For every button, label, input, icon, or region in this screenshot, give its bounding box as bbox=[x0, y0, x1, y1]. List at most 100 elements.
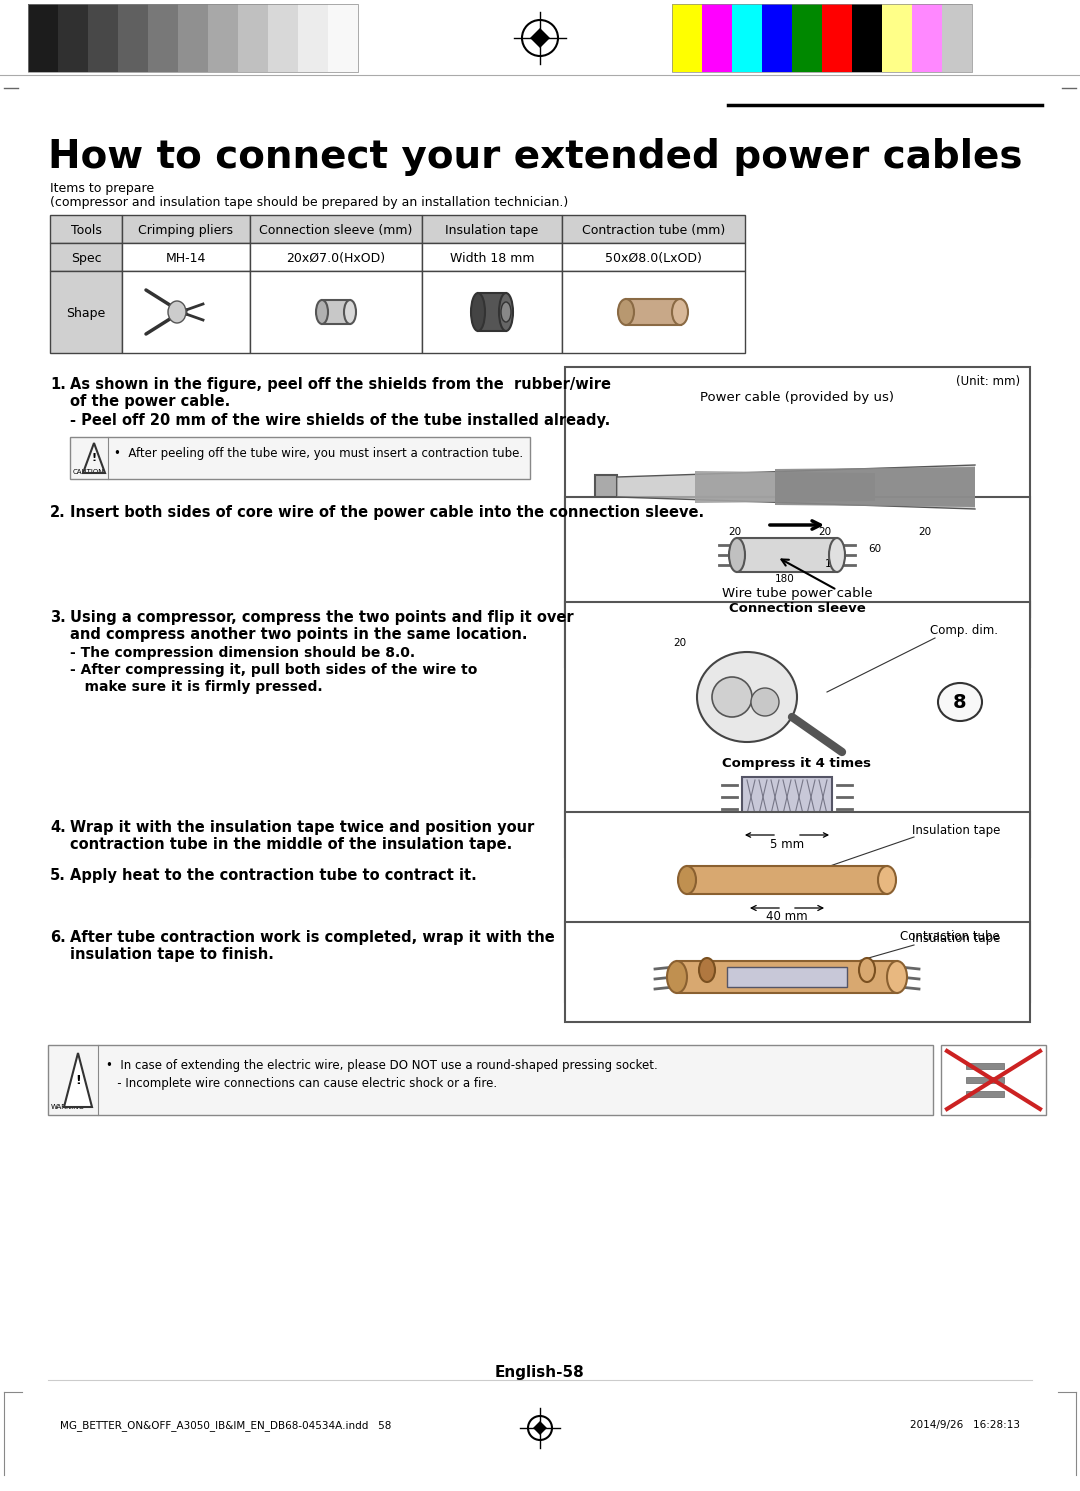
Bar bbox=[70, 437, 530, 479]
Bar bbox=[422, 215, 562, 243]
Text: Wire tube power cable: Wire tube power cable bbox=[721, 587, 873, 599]
Bar bbox=[322, 300, 350, 324]
Text: Crimping pliers: Crimping pliers bbox=[138, 224, 233, 237]
Text: Tools: Tools bbox=[70, 224, 102, 237]
Bar bbox=[707, 959, 867, 983]
Text: English-58: English-58 bbox=[495, 1364, 585, 1381]
Bar bbox=[562, 215, 745, 243]
Bar bbox=[792, 4, 822, 72]
Text: - After compressing it, pull both sides of the wire to: - After compressing it, pull both sides … bbox=[70, 663, 477, 677]
Bar bbox=[87, 4, 118, 72]
Text: (compressor and insulation tape should be prepared by an installation technician: (compressor and insulation tape should b… bbox=[50, 195, 568, 209]
Bar bbox=[28, 4, 357, 72]
Bar bbox=[565, 497, 1030, 617]
Bar bbox=[328, 4, 357, 72]
Text: 40 mm: 40 mm bbox=[766, 910, 808, 923]
Bar bbox=[148, 4, 178, 72]
Ellipse shape bbox=[729, 538, 745, 573]
Bar bbox=[48, 1045, 933, 1115]
Text: 20xØ7.0(HxOD): 20xØ7.0(HxOD) bbox=[286, 252, 386, 265]
Text: Power cable (provided by us): Power cable (provided by us) bbox=[700, 391, 894, 404]
Text: 4.: 4. bbox=[50, 820, 66, 835]
Ellipse shape bbox=[939, 683, 982, 722]
Bar bbox=[122, 215, 249, 243]
Bar bbox=[422, 271, 562, 353]
Text: 1.: 1. bbox=[50, 377, 66, 392]
Text: Items to prepare: Items to prepare bbox=[50, 182, 154, 195]
Bar bbox=[737, 538, 837, 573]
Bar bbox=[268, 4, 298, 72]
Bar bbox=[565, 921, 1030, 1021]
Text: 2.: 2. bbox=[50, 505, 66, 520]
Text: Insulation tape: Insulation tape bbox=[912, 932, 1000, 945]
Text: Insulation tape: Insulation tape bbox=[445, 224, 539, 237]
Text: Using a compressor, compress the two points and flip it over: Using a compressor, compress the two poi… bbox=[70, 610, 573, 625]
Bar bbox=[122, 271, 249, 353]
Polygon shape bbox=[696, 471, 875, 502]
Text: (Unit: mm): (Unit: mm) bbox=[956, 376, 1020, 388]
Ellipse shape bbox=[829, 538, 845, 573]
Bar bbox=[672, 4, 702, 72]
Text: 120: 120 bbox=[825, 559, 845, 570]
Text: Insulation tape: Insulation tape bbox=[912, 825, 1000, 836]
Text: 20: 20 bbox=[819, 526, 832, 537]
Ellipse shape bbox=[878, 866, 896, 895]
Bar bbox=[249, 215, 422, 243]
Bar bbox=[50, 243, 122, 271]
Text: 5.: 5. bbox=[50, 868, 66, 883]
Text: - Peel off 20 mm of the wire shields of the tube installed already.: - Peel off 20 mm of the wire shields of … bbox=[70, 413, 610, 428]
Text: 20: 20 bbox=[674, 638, 687, 649]
Text: Apply heat to the contraction tube to contract it.: Apply heat to the contraction tube to co… bbox=[70, 868, 476, 883]
Text: Connection sleeve: Connection sleeve bbox=[729, 602, 865, 614]
Text: insulation tape to finish.: insulation tape to finish. bbox=[70, 947, 274, 962]
Bar bbox=[565, 813, 1030, 1002]
Text: make sure it is firmly pressed.: make sure it is firmly pressed. bbox=[70, 680, 323, 693]
Bar bbox=[966, 1077, 1004, 1082]
Text: How to connect your extended power cables: How to connect your extended power cable… bbox=[48, 139, 1023, 176]
Text: Spec: Spec bbox=[70, 252, 102, 265]
Text: Connection sleeve (mm): Connection sleeve (mm) bbox=[259, 224, 413, 237]
Text: After tube contraction work is completed, wrap it with the: After tube contraction work is completed… bbox=[70, 930, 555, 945]
Text: Comp. dim.: Comp. dim. bbox=[930, 625, 998, 637]
Bar bbox=[942, 4, 972, 72]
Ellipse shape bbox=[699, 959, 715, 983]
Bar bbox=[732, 4, 762, 72]
Bar bbox=[249, 243, 422, 271]
Text: and compress another two points in the same location.: and compress another two points in the s… bbox=[70, 628, 527, 643]
Bar bbox=[822, 4, 852, 72]
Bar bbox=[562, 243, 745, 271]
Bar bbox=[50, 215, 122, 243]
Text: As shown in the figure, peel off the shields from the  rubber/wire: As shown in the figure, peel off the shi… bbox=[70, 377, 611, 392]
Polygon shape bbox=[775, 467, 975, 507]
Bar bbox=[28, 4, 58, 72]
Text: Shape: Shape bbox=[66, 307, 106, 321]
Polygon shape bbox=[617, 465, 975, 508]
Ellipse shape bbox=[618, 300, 634, 325]
Bar bbox=[208, 4, 238, 72]
Circle shape bbox=[751, 687, 779, 716]
Bar bbox=[882, 4, 912, 72]
Circle shape bbox=[712, 677, 752, 717]
Ellipse shape bbox=[345, 300, 356, 324]
Text: Insert both sides of core wire of the power cable into the connection sleeve.: Insert both sides of core wire of the po… bbox=[70, 505, 704, 520]
Bar bbox=[562, 271, 745, 353]
Bar bbox=[422, 243, 562, 271]
Text: !: ! bbox=[92, 453, 96, 464]
Text: Compress it 4 times: Compress it 4 times bbox=[723, 757, 872, 769]
Ellipse shape bbox=[697, 652, 797, 743]
Bar bbox=[727, 968, 847, 987]
Bar bbox=[50, 271, 122, 353]
Ellipse shape bbox=[887, 962, 907, 993]
Bar bbox=[640, 607, 645, 628]
Text: •  After peeling off the tube wire, you must insert a contraction tube.: • After peeling off the tube wire, you m… bbox=[114, 447, 523, 461]
Bar bbox=[687, 866, 887, 895]
Text: WARNING: WARNING bbox=[51, 1103, 85, 1109]
Bar bbox=[640, 611, 720, 623]
Text: 5 mm: 5 mm bbox=[770, 838, 805, 851]
Ellipse shape bbox=[168, 301, 186, 324]
Bar bbox=[912, 4, 942, 72]
Text: Contraction tube: Contraction tube bbox=[900, 930, 1000, 942]
Bar bbox=[672, 4, 972, 72]
Text: MG_BETTER_ON&OFF_A3050_IB&IM_EN_DB68-04534A.indd   58: MG_BETTER_ON&OFF_A3050_IB&IM_EN_DB68-045… bbox=[60, 1419, 391, 1431]
Text: •  In case of extending the electric wire, please DO NOT use a round-shaped pres: • In case of extending the electric wire… bbox=[106, 1059, 658, 1072]
